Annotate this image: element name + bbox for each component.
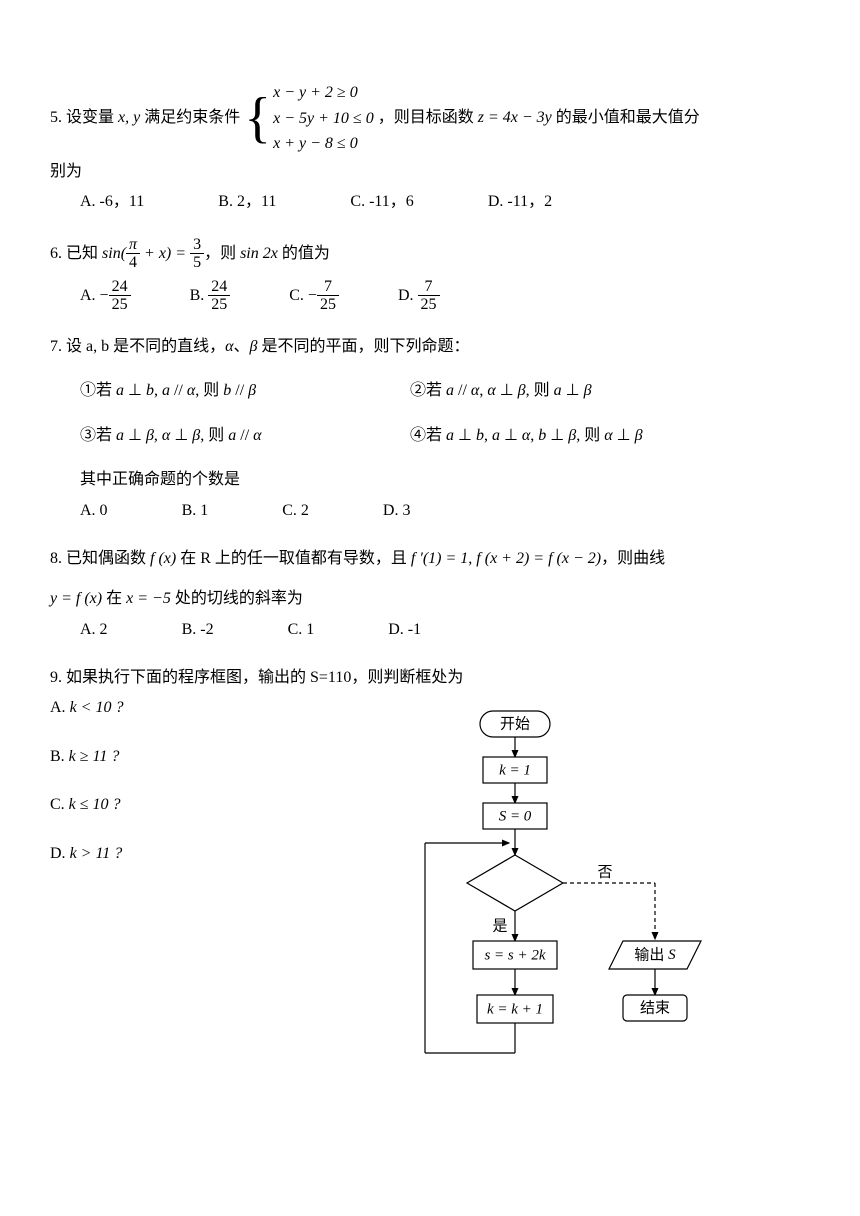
q8-x5: x = −5: [126, 590, 171, 607]
q5-number: 5.: [50, 109, 62, 126]
q6-pi4: π4: [126, 236, 140, 272]
question-5: 5. 设变量 x, y 满足约束条件 { x − y + 2 ≥ 0 x − 5…: [50, 80, 810, 218]
question-6: 6. 已知 sin(π4 + x) = 35，则 sin 2x 的值为 A. −…: [50, 236, 810, 314]
q6-sin2x: sin 2x: [240, 244, 278, 261]
svg-text:是: 是: [492, 919, 507, 935]
q6-plus: + x) =: [140, 244, 190, 261]
q8-opt-a: A. 2: [80, 615, 108, 645]
q5-opt-b: B. 2，11: [218, 187, 276, 217]
q6-options: A. −2425 B. 2425 C. −725 D. 725: [80, 278, 810, 314]
fc-decision: [467, 855, 563, 911]
q7-opt-a: A. 0: [80, 496, 108, 526]
q6-aft1: ，则: [204, 244, 240, 261]
q7-row1: ①若 a ⊥ b, a // α, 则 b // β ②若 a // α, α …: [80, 376, 810, 406]
flowchart: 开始 k = 1 S = 0 是 s = s + 2k: [300, 693, 810, 1123]
q8-fx: f (x): [150, 550, 176, 567]
q8-opt-c: C. 1: [288, 615, 315, 645]
q9-stem: 如果执行下面的程序框图，输出的 S=110，则判断框处为: [66, 669, 463, 686]
q6-aft2: 的值为: [278, 244, 330, 261]
svg-text:否: 否: [597, 865, 612, 881]
q7-opt-b: B. 1: [182, 496, 209, 526]
q8-number: 8.: [50, 550, 62, 567]
q7-p2: ②若 a // α, α ⊥ β, 则 a ⊥ β: [410, 376, 592, 406]
fc-output-text: 输出 S: [634, 947, 676, 964]
q5-aft2: 的最小值和最大值分: [552, 109, 700, 126]
svg-text:结束: 结束: [640, 1000, 670, 1017]
q8-cond: f ′(1) = 1, f (x + 2) = f (x − 2): [411, 550, 601, 567]
q8-mid1: 在 R 上的任一取值都有导数，且: [176, 550, 411, 567]
svg-text:s = s + 2k: s = s + 2k: [484, 948, 545, 964]
q7-number: 7.: [50, 338, 62, 355]
q5-constraints: { x − y + 2 ≥ 0 x − 5y + 10 ≤ 0 x + y − …: [244, 80, 373, 157]
q7-options: A. 0 B. 1 C. 2 D. 3: [80, 496, 810, 526]
q5-c3: x + y − 8 ≤ 0: [273, 135, 358, 152]
q9-opt-a: A. k < 10 ?: [50, 693, 270, 723]
q8-l2mid: 在: [102, 590, 126, 607]
q5-obj: z = 4x − 3y: [478, 109, 552, 126]
q5-opt-d: D. -11，2: [488, 187, 552, 217]
q6-number: 6.: [50, 244, 62, 261]
q8-options: A. 2 B. -2 C. 1 D. -1: [80, 615, 810, 645]
q7-opt-d: D. 3: [383, 496, 411, 526]
q9-opt-c: C. k ≤ 10 ?: [50, 790, 270, 820]
q7-p3: ③若 a ⊥ β, α ⊥ β, 则 a // α: [80, 421, 410, 451]
q7-p1: ①若 a ⊥ b, a // α, 则 b // β: [80, 376, 410, 406]
q8-line2: y = f (x) 在 x = −5 处的切线的斜率为: [50, 584, 810, 614]
q9-opt-b: B. k ≥ 11 ?: [50, 742, 270, 772]
q8-opt-d: D. -1: [388, 615, 421, 645]
q5-stem-mid: 满足约束条件: [140, 109, 244, 126]
q6-opt-a: A. −2425: [80, 278, 131, 314]
svg-text:S = 0: S = 0: [499, 809, 532, 825]
q6-sin: sin(: [102, 244, 126, 261]
q6-opt-c: C. −725: [289, 278, 339, 314]
q5-opt-a: A. -6，11: [80, 187, 144, 217]
q6-opt-d: D. 725: [398, 278, 440, 314]
svg-text:开始: 开始: [500, 716, 530, 733]
q5-options: A. -6，11 B. 2，11 C. -11，6 D. -11，2: [80, 187, 810, 217]
question-8: 8. 已知偶函数 f (x) 在 R 上的任一取值都有导数，且 f ′(1) =…: [50, 544, 810, 645]
q7-opt-c: C. 2: [282, 496, 309, 526]
q9-number: 9.: [50, 669, 62, 686]
q6-opt-b: B. 2425: [190, 278, 231, 314]
q7-ask: 其中正确命题的个数是: [80, 465, 810, 495]
svg-text:k = 1: k = 1: [499, 763, 531, 779]
q8-mid2: ，则曲线: [601, 550, 665, 567]
q5-c2: x − 5y + 10 ≤ 0: [273, 110, 374, 127]
q8-l2aft: 处的切线的斜率为: [171, 590, 303, 607]
q8-yfx: y = f (x): [50, 590, 102, 607]
q9-options: A. k < 10 ? B. k ≥ 11 ? C. k ≤ 10 ? D. k…: [50, 693, 270, 887]
q5-aft1: ，则目标函数: [378, 109, 478, 126]
q7-row2: ③若 a ⊥ β, α ⊥ β, 则 a // α ④若 a ⊥ b, a ⊥ …: [80, 421, 810, 451]
q8-opt-b: B. -2: [182, 615, 214, 645]
question-7: 7. 设 a, b 是不同的直线，α、β 是不同的平面，则下列命题： ①若 a …: [50, 332, 810, 526]
q5-c1: x − y + 2 ≥ 0: [273, 84, 358, 101]
q5-opt-c: C. -11，6: [350, 187, 413, 217]
q5-stem-pre: 设变量: [66, 109, 118, 126]
q9-opt-d: D. k > 11 ?: [50, 839, 270, 869]
svg-text:k = k + 1: k = k + 1: [487, 1002, 543, 1018]
q8-pre: 已知偶函数: [66, 550, 150, 567]
q6-stem-pre: 已知: [66, 244, 102, 261]
q5-vars: x, y: [118, 109, 140, 126]
flowchart-svg: 开始 k = 1 S = 0 是 s = s + 2k: [385, 703, 725, 1123]
q7-p4: ④若 a ⊥ b, a ⊥ α, b ⊥ β, 则 α ⊥ β: [410, 421, 643, 451]
q5-cont: 别为: [50, 157, 810, 187]
question-9: 9. 如果执行下面的程序框图，输出的 S=110，则判断框处为 A. k < 1…: [50, 663, 810, 1123]
q6-rhs: 35: [190, 236, 204, 272]
q7-stem: 设 a, b 是不同的直线，α、β 是不同的平面，则下列命题：: [66, 338, 470, 355]
